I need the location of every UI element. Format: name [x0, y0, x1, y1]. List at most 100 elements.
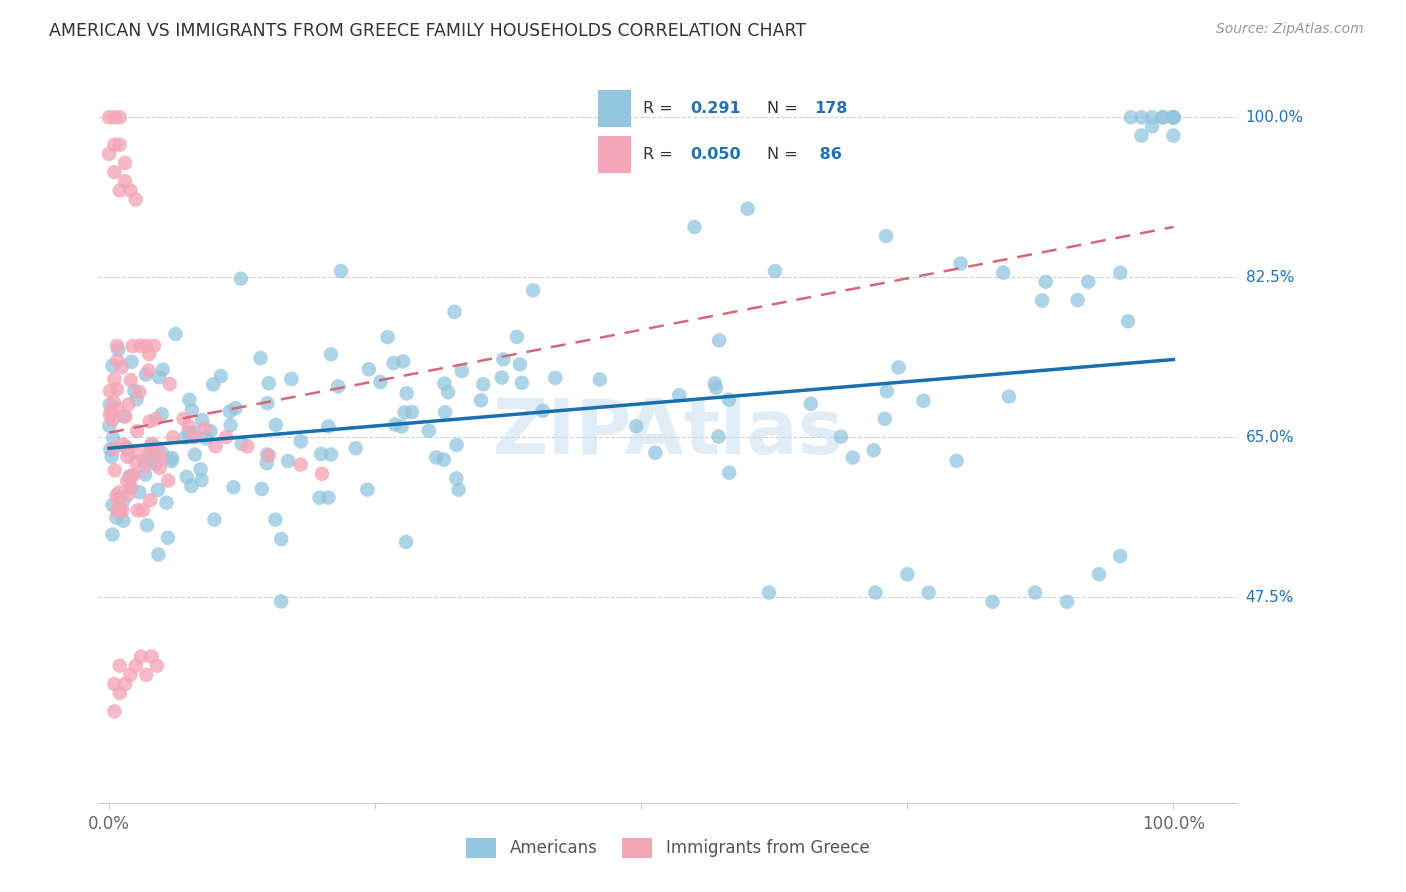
Point	[129, 649, 152, 664]
Point	[108, 492, 131, 507]
Point	[108, 686, 131, 700]
Point	[425, 450, 447, 465]
Point	[1119, 110, 1142, 124]
Point	[290, 434, 312, 449]
Point	[101, 431, 124, 445]
Point	[830, 429, 852, 443]
Text: 86: 86	[814, 147, 842, 162]
Point	[125, 424, 148, 438]
Point	[115, 474, 138, 488]
Point	[451, 364, 474, 378]
Point	[318, 491, 340, 505]
Point	[991, 266, 1014, 280]
Point	[1077, 275, 1099, 289]
Point	[136, 518, 159, 533]
Point	[143, 339, 166, 353]
Point	[737, 202, 759, 216]
Point	[105, 383, 128, 397]
Text: Source: ZipAtlas.com: Source: ZipAtlas.com	[1216, 22, 1364, 37]
Point	[522, 283, 544, 297]
Point	[100, 450, 122, 464]
Point	[127, 503, 149, 517]
Point	[120, 373, 142, 387]
Point	[100, 404, 122, 418]
Point	[118, 470, 141, 484]
Point	[472, 377, 495, 392]
Point	[382, 356, 405, 370]
Point	[112, 494, 135, 508]
Point	[174, 431, 197, 445]
Point	[160, 451, 183, 466]
Point	[107, 343, 129, 357]
Point	[105, 488, 128, 502]
Point	[270, 532, 292, 546]
Point	[875, 229, 897, 244]
Point	[98, 110, 121, 124]
Point	[357, 362, 380, 376]
Point	[264, 417, 287, 432]
Point	[229, 271, 252, 285]
Point	[707, 334, 730, 348]
Point	[141, 437, 163, 451]
Point	[190, 462, 212, 476]
Point	[270, 594, 292, 608]
Point	[236, 439, 259, 453]
Point	[200, 424, 222, 438]
Point	[124, 455, 146, 469]
Point	[356, 483, 378, 497]
Point	[111, 360, 134, 375]
Text: R =: R =	[643, 147, 672, 162]
Point	[1163, 110, 1185, 124]
Point	[173, 412, 195, 426]
Point	[156, 531, 179, 545]
Point	[103, 395, 125, 409]
Point	[204, 439, 226, 453]
Point	[256, 447, 278, 461]
Point	[146, 483, 169, 497]
Point	[896, 567, 918, 582]
Point	[112, 437, 135, 451]
Point	[917, 585, 939, 599]
Point	[98, 146, 121, 161]
Point	[800, 397, 823, 411]
Point	[887, 360, 910, 375]
Bar	[599, 89, 631, 127]
Point	[222, 480, 245, 494]
Point	[135, 668, 157, 682]
Text: 0.050: 0.050	[690, 147, 741, 162]
Point	[103, 442, 125, 456]
Point	[138, 414, 160, 428]
Point	[134, 454, 156, 468]
Point	[277, 454, 299, 468]
Point	[103, 705, 125, 719]
Point	[141, 451, 163, 466]
Text: 0.291: 0.291	[690, 101, 741, 116]
Point	[117, 450, 139, 464]
Text: 47.5%: 47.5%	[1246, 590, 1294, 605]
Point	[108, 503, 131, 517]
Point	[138, 347, 160, 361]
Point	[491, 370, 513, 384]
Point	[391, 419, 413, 434]
Point	[101, 359, 124, 373]
Point	[644, 446, 666, 460]
Point	[120, 481, 142, 495]
Point	[152, 362, 174, 376]
Point	[112, 409, 135, 423]
Point	[98, 408, 121, 422]
Point	[250, 482, 273, 496]
Point	[120, 183, 142, 197]
Point	[1024, 585, 1046, 599]
Point	[202, 513, 225, 527]
Point	[1140, 120, 1163, 134]
Point	[257, 376, 280, 391]
Point	[114, 156, 136, 170]
Point	[446, 471, 468, 485]
Point	[141, 441, 163, 455]
Point	[183, 425, 205, 439]
Point	[145, 457, 167, 471]
Point	[589, 372, 612, 386]
Point	[225, 401, 247, 416]
Point	[141, 649, 163, 664]
Point	[194, 421, 217, 435]
